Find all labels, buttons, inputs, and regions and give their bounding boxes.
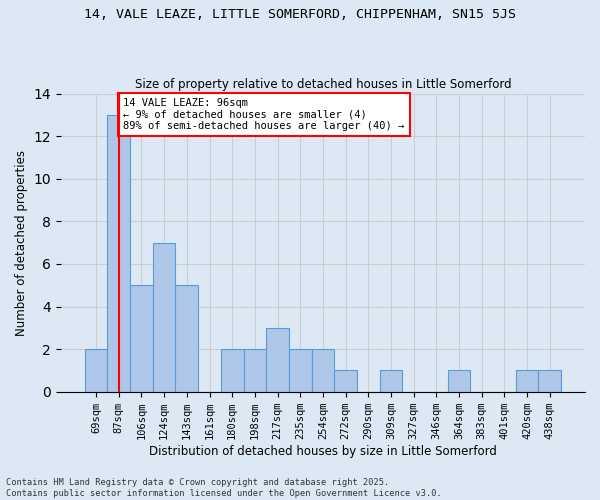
- Bar: [516, 370, 538, 392]
- Bar: [289, 349, 311, 392]
- Bar: [130, 285, 153, 392]
- Bar: [448, 370, 470, 392]
- Bar: [266, 328, 289, 392]
- Bar: [311, 349, 334, 392]
- Text: Contains HM Land Registry data © Crown copyright and database right 2025.
Contai: Contains HM Land Registry data © Crown c…: [6, 478, 442, 498]
- Bar: [85, 349, 107, 392]
- Bar: [153, 242, 175, 392]
- Text: 14 VALE LEAZE: 96sqm
← 9% of detached houses are smaller (4)
89% of semi-detache: 14 VALE LEAZE: 96sqm ← 9% of detached ho…: [123, 98, 404, 131]
- Bar: [221, 349, 244, 392]
- Text: 14, VALE LEAZE, LITTLE SOMERFORD, CHIPPENHAM, SN15 5JS: 14, VALE LEAZE, LITTLE SOMERFORD, CHIPPE…: [84, 8, 516, 20]
- Y-axis label: Number of detached properties: Number of detached properties: [15, 150, 28, 336]
- Bar: [538, 370, 561, 392]
- Bar: [334, 370, 357, 392]
- Bar: [380, 370, 403, 392]
- Title: Size of property relative to detached houses in Little Somerford: Size of property relative to detached ho…: [134, 78, 511, 91]
- Bar: [107, 115, 130, 392]
- Bar: [175, 285, 198, 392]
- X-axis label: Distribution of detached houses by size in Little Somerford: Distribution of detached houses by size …: [149, 444, 497, 458]
- Bar: [244, 349, 266, 392]
